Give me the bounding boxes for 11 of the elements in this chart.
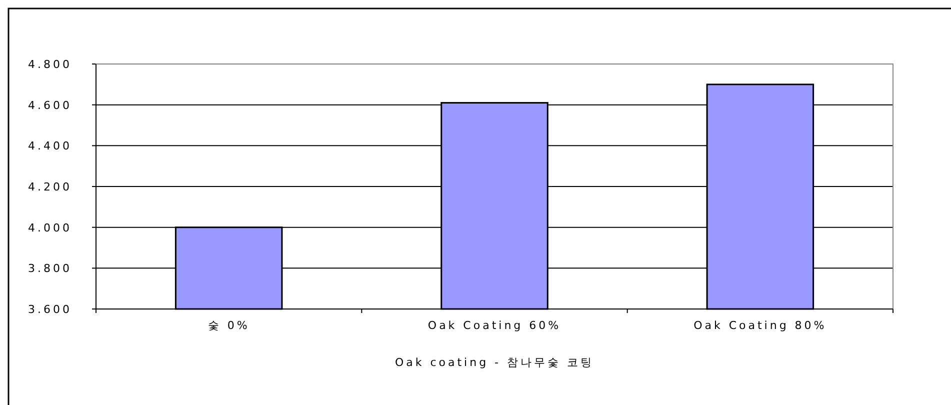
y-tick-label: 4.200	[28, 180, 72, 194]
y-tick-label: 4.800	[28, 58, 72, 71]
y-tick-label: 4.400	[28, 140, 72, 153]
x-tick-label: 숯 0%	[208, 319, 250, 332]
y-tick-label: 3.800	[28, 262, 72, 276]
x-tick-label: Oak Coating 60%	[428, 319, 562, 332]
y-tick-label: 4.600	[28, 98, 72, 112]
x-tick-label: Oak Coating 80%	[694, 319, 827, 332]
x-axis-title: Oak coating - 참나무숯 코팅	[394, 356, 594, 369]
y-tick-label: 3.600	[28, 303, 72, 316]
y-tick-label: 4.000	[28, 221, 72, 234]
